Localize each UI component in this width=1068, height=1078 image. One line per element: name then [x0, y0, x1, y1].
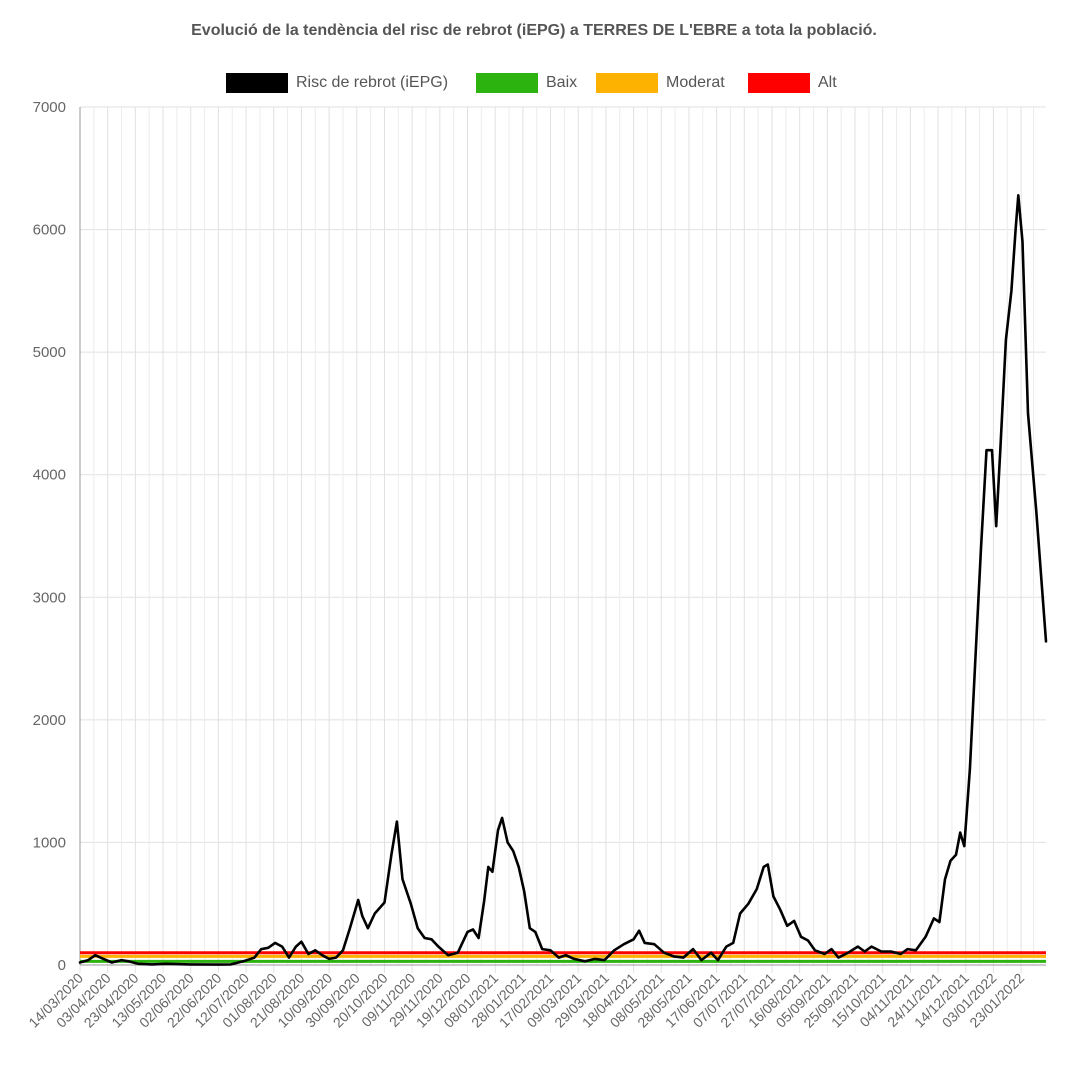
legend-label-risc: Risc de rebrot (iEPG): [296, 74, 449, 91]
y-tick-label: 7000: [33, 99, 66, 116]
legend-swatch-moderat: [596, 73, 658, 93]
legend-label-moderat: Moderat: [666, 74, 725, 91]
chart-title: Evolució de la tendència del risc de reb…: [191, 22, 877, 39]
legend-swatch-alt: [748, 73, 810, 93]
legend-label-alt: Alt: [818, 74, 837, 91]
legend-swatch-baix: [476, 73, 538, 93]
y-tick-label: 1000: [33, 834, 66, 851]
legend-swatch-risc: [226, 73, 288, 93]
legend-item-baix[interactable]: Baix: [476, 72, 577, 94]
legend-item-alt[interactable]: Alt: [748, 72, 837, 94]
x-axis: 14/03/202003/04/202023/04/202013/05/2020…: [25, 964, 1046, 1031]
y-tick-label: 5000: [33, 344, 66, 361]
legend: Risc de rebrot (iEPG) Baix Moderat Alt: [0, 72, 1068, 94]
y-tick-label: 4000: [33, 467, 66, 484]
y-tick-label: 3000: [33, 589, 66, 606]
y-tick-label: 0: [58, 957, 66, 974]
series-layer: [78, 194, 1048, 966]
legend-item-moderat[interactable]: Moderat: [596, 72, 725, 94]
legend-label-baix: Baix: [546, 74, 578, 91]
grid: [79, 106, 1046, 973]
y-axis: 0 1000 2000 3000 4000 5000 6000 7000: [33, 99, 81, 974]
series-line-iepg: [78, 194, 1048, 966]
legend-item-risc[interactable]: Risc de rebrot (iEPG): [226, 72, 448, 94]
y-tick-label: 2000: [33, 712, 66, 729]
y-tick-label: 6000: [33, 222, 66, 239]
